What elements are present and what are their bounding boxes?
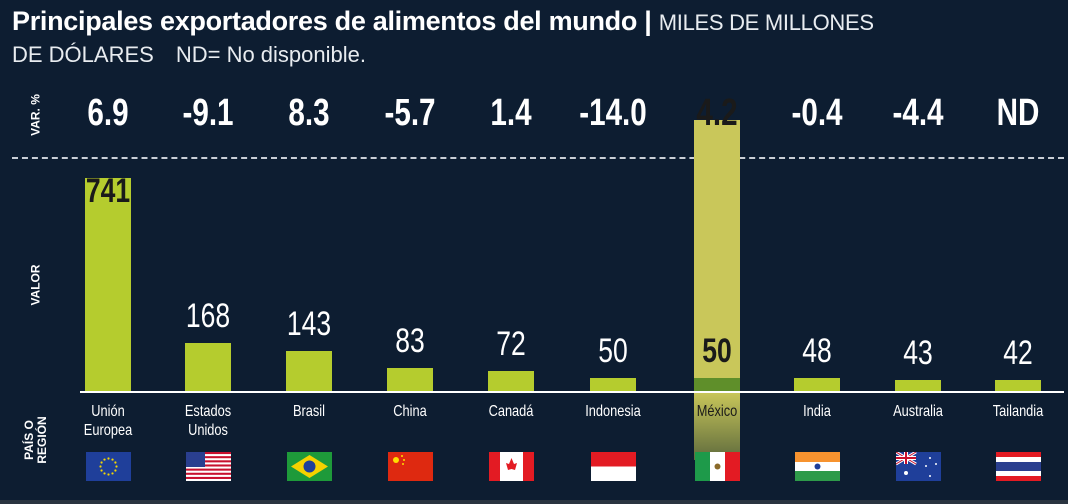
- country-label: Australia: [870, 402, 966, 421]
- var-pct-label: -0.4: [791, 92, 843, 134]
- var-pct-label: 4.2: [696, 92, 738, 134]
- country-label: Estados Unidos: [160, 402, 256, 440]
- brazil-flag-icon: [287, 452, 332, 481]
- value-label: 83: [395, 322, 425, 361]
- bar: [286, 350, 332, 392]
- country-label-line: India: [803, 403, 831, 420]
- value-label: 143: [286, 304, 332, 343]
- country-label-line: Estados: [184, 403, 232, 420]
- value-label: 72: [496, 325, 526, 364]
- subtitle-text: MILES DE MILLONES: [658, 10, 874, 35]
- chart-title: Principales exportadores de alimentos de…: [12, 6, 874, 37]
- baseline: [80, 391, 1064, 393]
- country-label: India: [769, 402, 865, 421]
- row-label-pais: PAÍS O REGIÓN: [22, 416, 49, 464]
- bar: [85, 178, 131, 392]
- value-label: 43: [903, 333, 933, 372]
- bar: [185, 343, 231, 392]
- row-label-var: VAR. %: [28, 94, 43, 136]
- value-label: 741: [85, 172, 131, 210]
- country-label-line: Brasil: [292, 403, 325, 420]
- us-flag-icon: [186, 452, 231, 481]
- country-label-line: Unidos: [188, 422, 228, 439]
- country-label-line: Europea: [83, 422, 133, 439]
- subtitle-units: DE DÓLARES: [12, 42, 154, 67]
- var-pct-label: 6.9: [87, 92, 129, 134]
- bar: [694, 377, 740, 392]
- row-label-valor: VALOR: [28, 264, 43, 306]
- value-label: 168: [185, 297, 231, 336]
- country-label-line: Tailandia: [992, 403, 1044, 420]
- subtitle-line: DE DÓLARES ND= No disponible.: [12, 42, 366, 68]
- nd-note: ND= No disponible.: [175, 42, 366, 67]
- dashed-divider: [12, 157, 1064, 159]
- country-label: Indonesia: [565, 402, 661, 421]
- bar: [995, 379, 1041, 392]
- country-label-line: México: [696, 403, 738, 420]
- country-label: Tailandia: [970, 402, 1066, 421]
- country-label-line: Unión: [91, 403, 125, 420]
- country-label-line: Canadá: [488, 403, 534, 420]
- value-label: 42: [1003, 333, 1033, 372]
- title-separator: |: [644, 6, 652, 36]
- title-text: Principales exportadores de alimentos de…: [12, 6, 638, 36]
- value-label: 50: [702, 331, 732, 370]
- var-pct-label: ND: [996, 92, 1040, 134]
- value-label: 50: [598, 331, 628, 370]
- country-label-line: Australia: [893, 403, 943, 420]
- bar: [895, 379, 941, 392]
- country-label-line: China: [393, 403, 427, 420]
- eu-flag-icon: [86, 452, 131, 481]
- bar: [387, 368, 433, 392]
- var-pct-label: 1.4: [490, 92, 532, 134]
- canada-flag-icon: [489, 452, 534, 481]
- thailand-flag-icon: [996, 452, 1041, 481]
- india-flag-icon: [795, 452, 840, 481]
- highlight-column: [694, 120, 740, 460]
- country-label: México: [669, 402, 765, 421]
- country-label: Unión Europea: [60, 402, 156, 440]
- footer-strip: [0, 500, 1068, 504]
- indonesia-flag-icon: [591, 452, 636, 481]
- value-label: 48: [802, 332, 832, 371]
- country-label: Canadá: [463, 402, 559, 421]
- country-label-line: Indonesia: [585, 403, 641, 420]
- bar: [590, 377, 636, 392]
- var-pct-label: -9.1: [182, 92, 234, 134]
- country-label: China: [362, 402, 458, 421]
- country-label: Brasil: [261, 402, 357, 421]
- bar: [794, 378, 840, 392]
- var-pct-label: -14.0: [579, 92, 647, 134]
- mexico-flag-icon: [695, 452, 740, 481]
- var-pct-label: 8.3: [288, 92, 330, 134]
- var-pct-label: -5.7: [384, 92, 436, 134]
- bar: [488, 371, 534, 392]
- australia-flag-icon: [896, 452, 941, 481]
- var-pct-label: -4.4: [892, 92, 944, 134]
- china-flag-icon: [388, 452, 433, 481]
